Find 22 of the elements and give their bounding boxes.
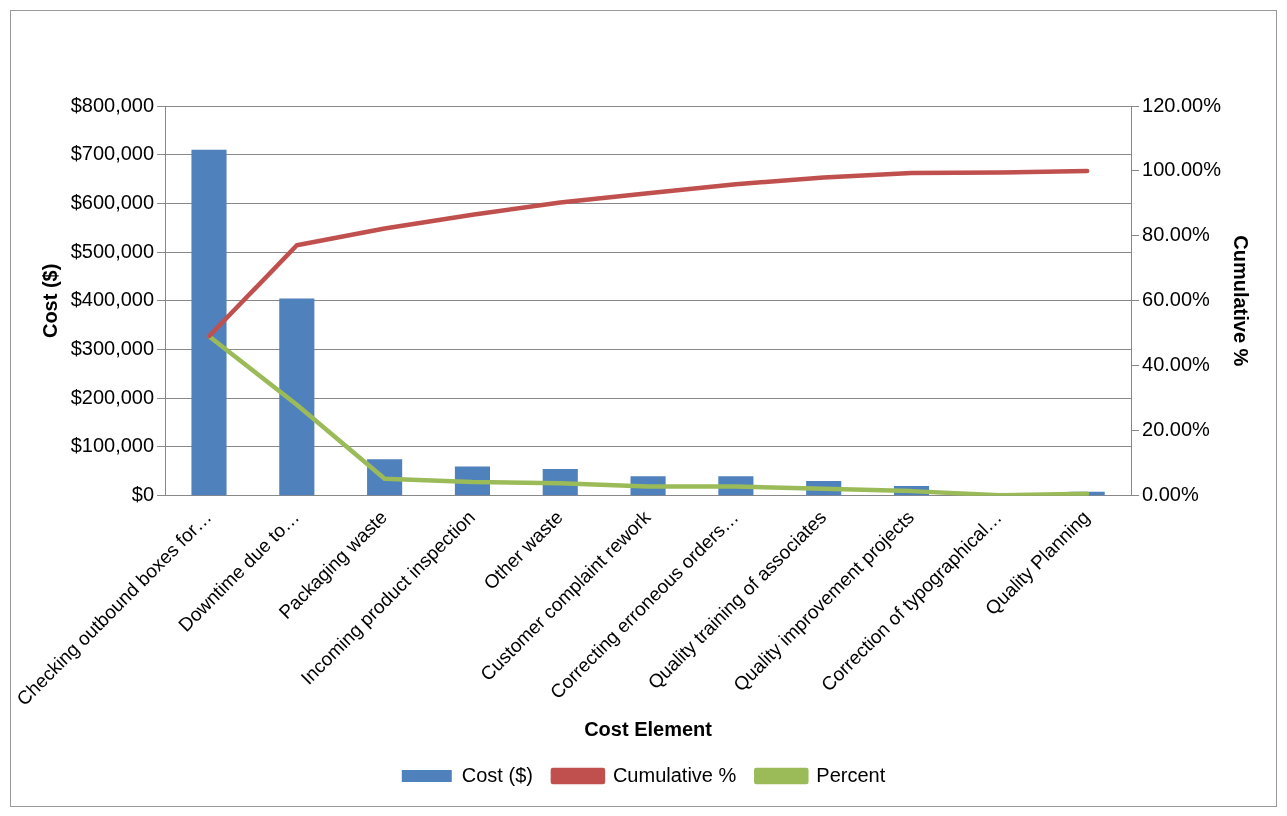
legend-label: Cumulative % xyxy=(612,763,737,786)
y2-tick-label: 60.00% xyxy=(1142,288,1211,311)
y-tick-label: $0 xyxy=(131,483,155,506)
y-tick-label: $100,000 xyxy=(70,434,155,457)
y2-tick-label: 40.00% xyxy=(1142,353,1211,376)
y2-tick-label: 120.00% xyxy=(1142,93,1222,116)
y-tick-label: $800,000 xyxy=(70,93,155,116)
legend-label: Percent xyxy=(816,763,886,786)
x-axis-title: Cost Element xyxy=(584,717,713,740)
legend-label: Cost ($) xyxy=(461,763,533,786)
y-tick-label: $300,000 xyxy=(70,337,155,360)
y2-tick-label: 20.00% xyxy=(1142,418,1211,441)
y2-tick-label: 100.00% xyxy=(1142,158,1222,181)
y2-axis-title: Cumulative % xyxy=(1230,235,1253,367)
y2-tick-label: 80.00% xyxy=(1142,223,1211,246)
y2-tick-label: 0.00% xyxy=(1142,483,1199,506)
y-tick-label: $700,000 xyxy=(70,142,155,165)
y-tick-label: $200,000 xyxy=(70,385,155,408)
y-tick-label: $500,000 xyxy=(70,239,155,262)
y-tick-label: $600,000 xyxy=(70,190,155,213)
y-tick-label: $400,000 xyxy=(70,288,155,311)
y-axis-title: Cost ($) xyxy=(39,263,62,339)
